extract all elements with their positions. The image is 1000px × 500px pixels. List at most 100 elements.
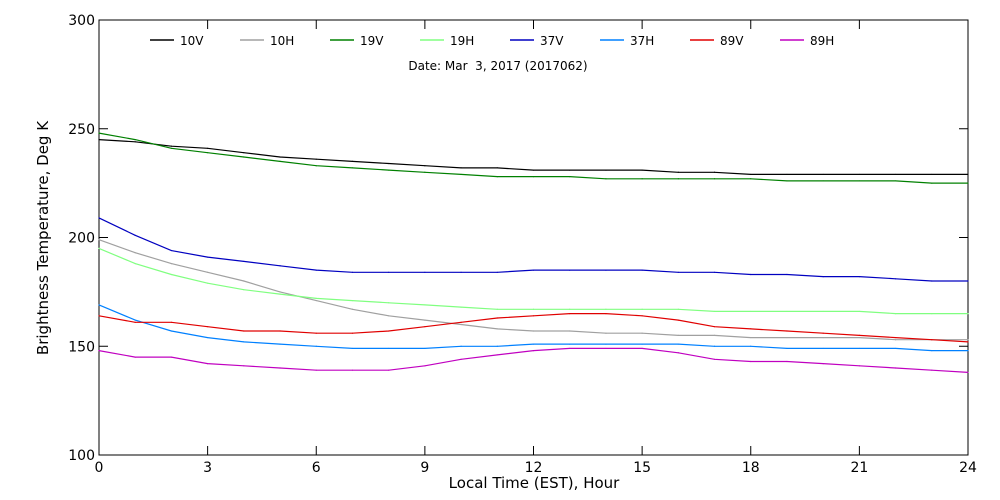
series-line-19v	[98, 132, 968, 184]
data-point-89h	[460, 358, 462, 360]
x-tick-label: 18	[742, 460, 760, 476]
data-point-37v	[569, 269, 571, 271]
data-point-10h	[424, 319, 426, 321]
data-point-10h	[496, 328, 498, 330]
y-tick-label: 200	[68, 231, 95, 247]
data-point-10v	[605, 169, 607, 171]
data-point-10h	[750, 336, 752, 339]
data-point-37v	[496, 271, 498, 273]
data-point-89v	[894, 336, 897, 339]
data-point-37v	[641, 269, 643, 271]
data-point-89h	[677, 352, 679, 354]
data-point-10h	[460, 323, 462, 326]
data-point-89v	[605, 313, 607, 315]
series-89v	[98, 313, 969, 343]
data-point-19v	[605, 178, 607, 180]
data-point-10h	[532, 330, 535, 332]
series-37v	[98, 217, 969, 282]
series-19h	[98, 247, 969, 315]
data-point-19h	[750, 310, 752, 313]
series-layer	[98, 132, 969, 373]
x-tick-label: 3	[203, 460, 212, 476]
data-point-89h	[858, 365, 860, 367]
data-point-37h	[822, 347, 824, 350]
data-point-37v	[98, 217, 100, 219]
data-point-89h	[134, 356, 136, 358]
data-point-37v	[605, 269, 607, 271]
data-point-10v	[98, 139, 100, 141]
data-point-37v	[460, 271, 462, 273]
data-point-10h	[98, 239, 100, 241]
data-point-37h	[98, 304, 100, 306]
legend-label: 19V	[360, 34, 384, 48]
data-point-19v	[858, 180, 860, 182]
data-point-19v	[967, 182, 969, 184]
data-point-10h	[315, 299, 317, 302]
data-point-10v	[388, 162, 390, 165]
data-point-37v	[822, 276, 824, 278]
data-point-19h	[605, 308, 607, 310]
x-tick-label: 9	[420, 460, 429, 476]
data-point-37h	[894, 347, 897, 350]
data-point-37v	[750, 273, 752, 276]
data-point-10h	[170, 263, 173, 265]
legend-label: 89H	[810, 34, 834, 48]
data-point-37h	[460, 345, 462, 347]
data-point-89h	[424, 365, 426, 367]
data-point-89h	[315, 369, 317, 371]
data-point-19h	[894, 313, 897, 315]
data-point-10v	[532, 169, 535, 171]
data-point-89h	[931, 369, 933, 371]
data-point-37h	[786, 347, 788, 350]
data-point-89h	[750, 360, 752, 363]
data-point-37v	[713, 271, 716, 273]
series-10v	[98, 139, 969, 176]
legend-item-89h: 89H	[780, 34, 834, 48]
data-point-37v	[351, 271, 354, 273]
data-point-89v	[532, 315, 535, 317]
y-tick-label: 250	[68, 122, 95, 138]
data-point-10h	[351, 308, 354, 310]
data-point-10v	[207, 147, 209, 149]
plot-frame	[98, 19, 969, 456]
data-point-10v	[351, 160, 354, 162]
data-point-89v	[931, 339, 933, 341]
data-point-10v	[713, 171, 716, 173]
legend: 10V 10H 19V 19H 37V 37H 89V 89H	[150, 34, 834, 48]
data-point-10h	[641, 332, 643, 334]
data-point-10h	[605, 332, 607, 334]
data-point-37h	[532, 343, 535, 345]
series-89h	[98, 347, 969, 373]
data-point-89v	[424, 326, 426, 328]
data-point-37h	[641, 343, 643, 345]
data-point-10h	[967, 339, 969, 341]
data-point-10v	[858, 173, 860, 176]
data-point-10v	[786, 173, 788, 176]
data-point-89h	[569, 347, 571, 350]
data-point-19h	[134, 263, 136, 265]
legend-item-37h: 37H	[600, 34, 654, 48]
data-point-89h	[713, 358, 716, 360]
data-point-89h	[496, 354, 498, 356]
data-point-37h	[967, 350, 969, 352]
data-point-19v	[677, 178, 679, 180]
data-point-37h	[315, 345, 317, 347]
data-point-19h	[967, 313, 969, 315]
data-point-89h	[207, 363, 209, 365]
data-point-19v	[641, 178, 643, 180]
data-point-37v	[170, 249, 173, 252]
legend-item-19v: 19V	[330, 34, 384, 48]
data-point-89v	[677, 319, 679, 321]
data-point-19v	[822, 180, 824, 182]
data-point-10v	[424, 165, 426, 167]
x-tick-label: 21	[850, 460, 868, 476]
y-axis-label: Brightness Temperature, Deg K	[34, 120, 52, 355]
data-point-89v	[786, 330, 788, 332]
data-point-19v	[170, 147, 173, 149]
data-point-19h	[677, 308, 679, 310]
data-point-37v	[279, 265, 281, 267]
data-point-10v	[569, 169, 571, 171]
data-point-19h	[170, 273, 173, 276]
data-point-19h	[532, 308, 535, 310]
data-point-19h	[351, 299, 354, 302]
